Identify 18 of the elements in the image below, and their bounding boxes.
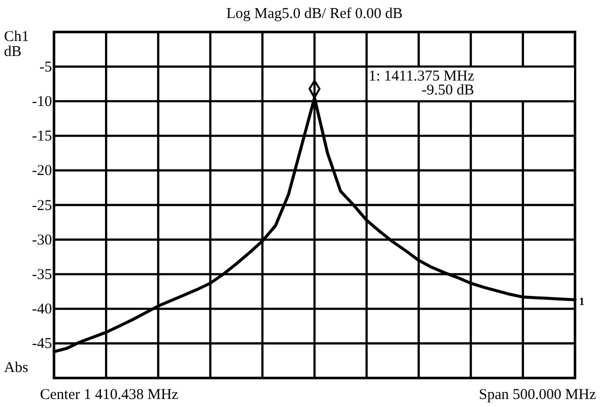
text: Center 1 410.438 MHz [40, 387, 179, 403]
y-tick-label: -25 [32, 198, 52, 214]
text: Abs [4, 360, 28, 376]
y-tick-label: -5 [40, 59, 52, 76]
text: Ch1 [4, 29, 30, 45]
chart-title: Log Mag5.0 dB/ Ref 0.00 dB [226, 6, 403, 22]
text: 1 [579, 296, 584, 308]
annotation: 1: 1411.375 MHz -9.50 dB [368, 68, 475, 99]
y-tick-label: -10 [32, 94, 52, 110]
readout-box: 1: 1411.375 MHz -9.50 dB [366, 66, 576, 102]
y-tick-label: -15 [32, 128, 52, 145]
y-tick-label: -35 [32, 267, 52, 283]
text: Span 500.000 MHz [478, 387, 596, 403]
y-tick-label: -40 [32, 302, 52, 318]
y-tick-label: -20 [32, 163, 52, 180]
y-axis-title: dB [4, 44, 22, 60]
y-tick-label: -45 [32, 336, 52, 352]
y-tick-label: -30 [32, 232, 52, 248]
